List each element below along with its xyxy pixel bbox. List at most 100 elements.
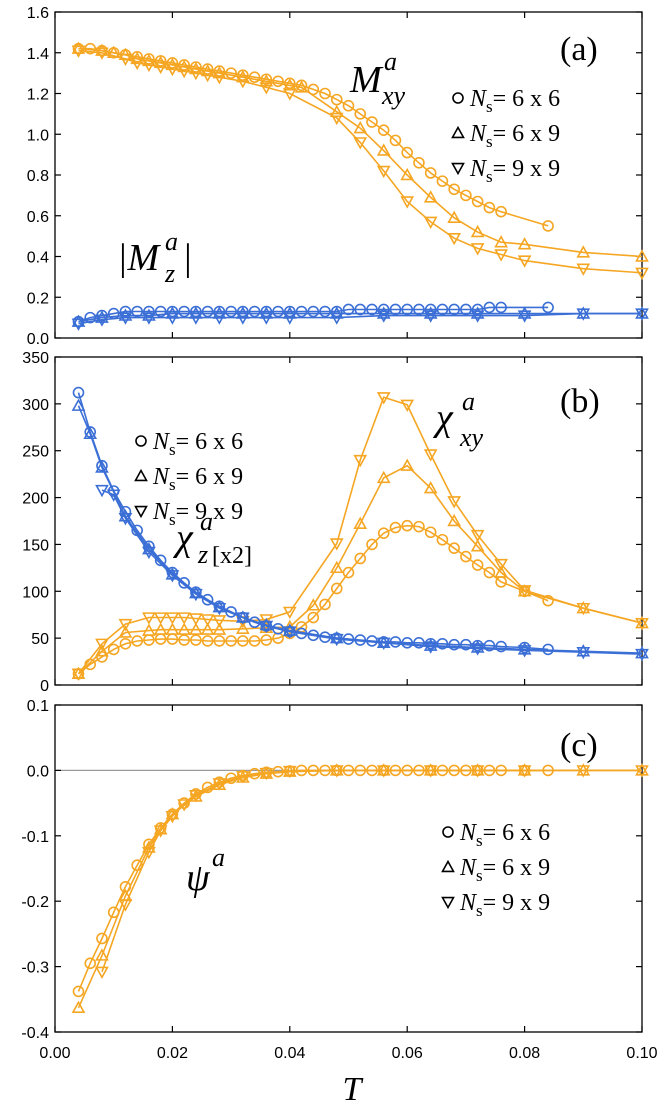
data-point <box>118 308 133 321</box>
data-point <box>329 765 344 778</box>
data-point <box>329 104 344 118</box>
data-point <box>377 124 390 136</box>
data-point <box>84 957 97 970</box>
data-point <box>576 765 591 778</box>
y-tick-label: 150 <box>22 537 49 554</box>
data-point <box>189 67 203 81</box>
y-tick-label: 0.2 <box>27 290 49 307</box>
data-point <box>424 303 437 316</box>
y-tick-label: 0.8 <box>27 168 49 185</box>
data-point <box>213 635 226 647</box>
y-tick-label: 0.1 <box>27 698 49 715</box>
series-line <box>78 312 642 325</box>
data-point <box>354 303 367 316</box>
data-point <box>401 637 414 649</box>
data-point <box>366 538 378 551</box>
data-point <box>71 318 86 331</box>
data-point <box>71 314 86 327</box>
data-point <box>319 598 331 611</box>
data-point <box>189 613 203 626</box>
data-point <box>225 606 237 618</box>
data-point <box>106 489 121 502</box>
data-point <box>423 306 438 319</box>
data-point <box>517 585 532 598</box>
series-psi-9x9 <box>95 765 649 979</box>
data-point <box>72 386 85 399</box>
data-point <box>212 72 227 85</box>
data-point <box>389 303 402 316</box>
data-point <box>212 312 227 325</box>
data-point <box>342 303 355 316</box>
y-tick-label: 200 <box>22 491 49 508</box>
annotation-mxy: M a xy <box>349 47 406 110</box>
data-point <box>389 521 402 534</box>
svg-text:z: z <box>197 540 208 569</box>
data-point <box>460 550 472 563</box>
data-point <box>423 641 438 654</box>
data-point <box>376 637 391 650</box>
data-point <box>282 606 297 620</box>
data-point <box>329 538 344 551</box>
data-point <box>483 301 496 314</box>
data-point <box>95 484 109 498</box>
data-point <box>376 165 391 179</box>
data-point <box>400 167 415 181</box>
data-point <box>165 312 180 325</box>
y-tick-label: 0.0 <box>27 331 49 348</box>
legend-label: Ns= 9 x 9 <box>152 499 243 529</box>
data-point <box>142 308 156 321</box>
data-point <box>635 648 649 662</box>
data-point <box>517 255 532 268</box>
data-point <box>106 45 121 58</box>
data-point <box>319 87 331 100</box>
data-point <box>189 790 203 803</box>
data-point <box>153 612 168 625</box>
data-point <box>71 1000 86 1014</box>
data-point <box>494 249 508 262</box>
legend-marker <box>134 468 148 482</box>
data-point <box>389 636 402 648</box>
data-point <box>448 542 460 554</box>
data-point <box>495 205 507 218</box>
legend-marker <box>441 859 455 873</box>
data-point <box>329 112 344 126</box>
x-tick-label: 0.04 <box>274 1045 305 1062</box>
data-point <box>153 622 168 635</box>
data-point <box>423 216 438 230</box>
data-point <box>294 80 309 93</box>
y-tick-label: 250 <box>22 444 49 461</box>
legend-label: Ns= 6 x 6 <box>459 820 550 850</box>
data-point <box>189 312 203 325</box>
plot-root: 0.00.20.40.60.81.01.21.41.6Ns= 6 x 6Ns= … <box>21 5 657 1062</box>
data-point <box>424 526 437 539</box>
legend-label: Ns= 9 x 9 <box>469 156 560 186</box>
data-point <box>460 189 472 202</box>
annotation-mz: |M a z | <box>117 227 192 288</box>
data-point <box>306 598 321 611</box>
panel-label-c: (c) <box>560 727 598 764</box>
data-point <box>235 621 250 634</box>
data-point <box>259 82 274 95</box>
x-tick-label: 0.08 <box>509 1045 540 1062</box>
panel-label-b: (b) <box>560 383 600 420</box>
data-point <box>423 638 438 651</box>
data-point <box>189 622 203 635</box>
data-point <box>401 519 414 532</box>
annotation-chiz: χ a z [x2] <box>172 507 252 569</box>
data-point <box>517 310 532 323</box>
svg-text:xy: xy <box>381 81 406 110</box>
data-point <box>307 611 320 624</box>
data-point <box>423 310 438 323</box>
legend-marker <box>134 505 148 519</box>
data-point <box>576 644 591 657</box>
data-point <box>376 392 391 405</box>
data-point <box>212 615 227 628</box>
y-tick-label: 0.6 <box>27 209 49 226</box>
data-point <box>436 533 449 546</box>
data-point <box>377 527 390 539</box>
y-tick-label: 50 <box>31 631 49 648</box>
data-point <box>342 566 355 579</box>
data-point <box>95 47 109 60</box>
x-axis-title: T <box>343 1071 364 1108</box>
data-point <box>295 305 308 318</box>
